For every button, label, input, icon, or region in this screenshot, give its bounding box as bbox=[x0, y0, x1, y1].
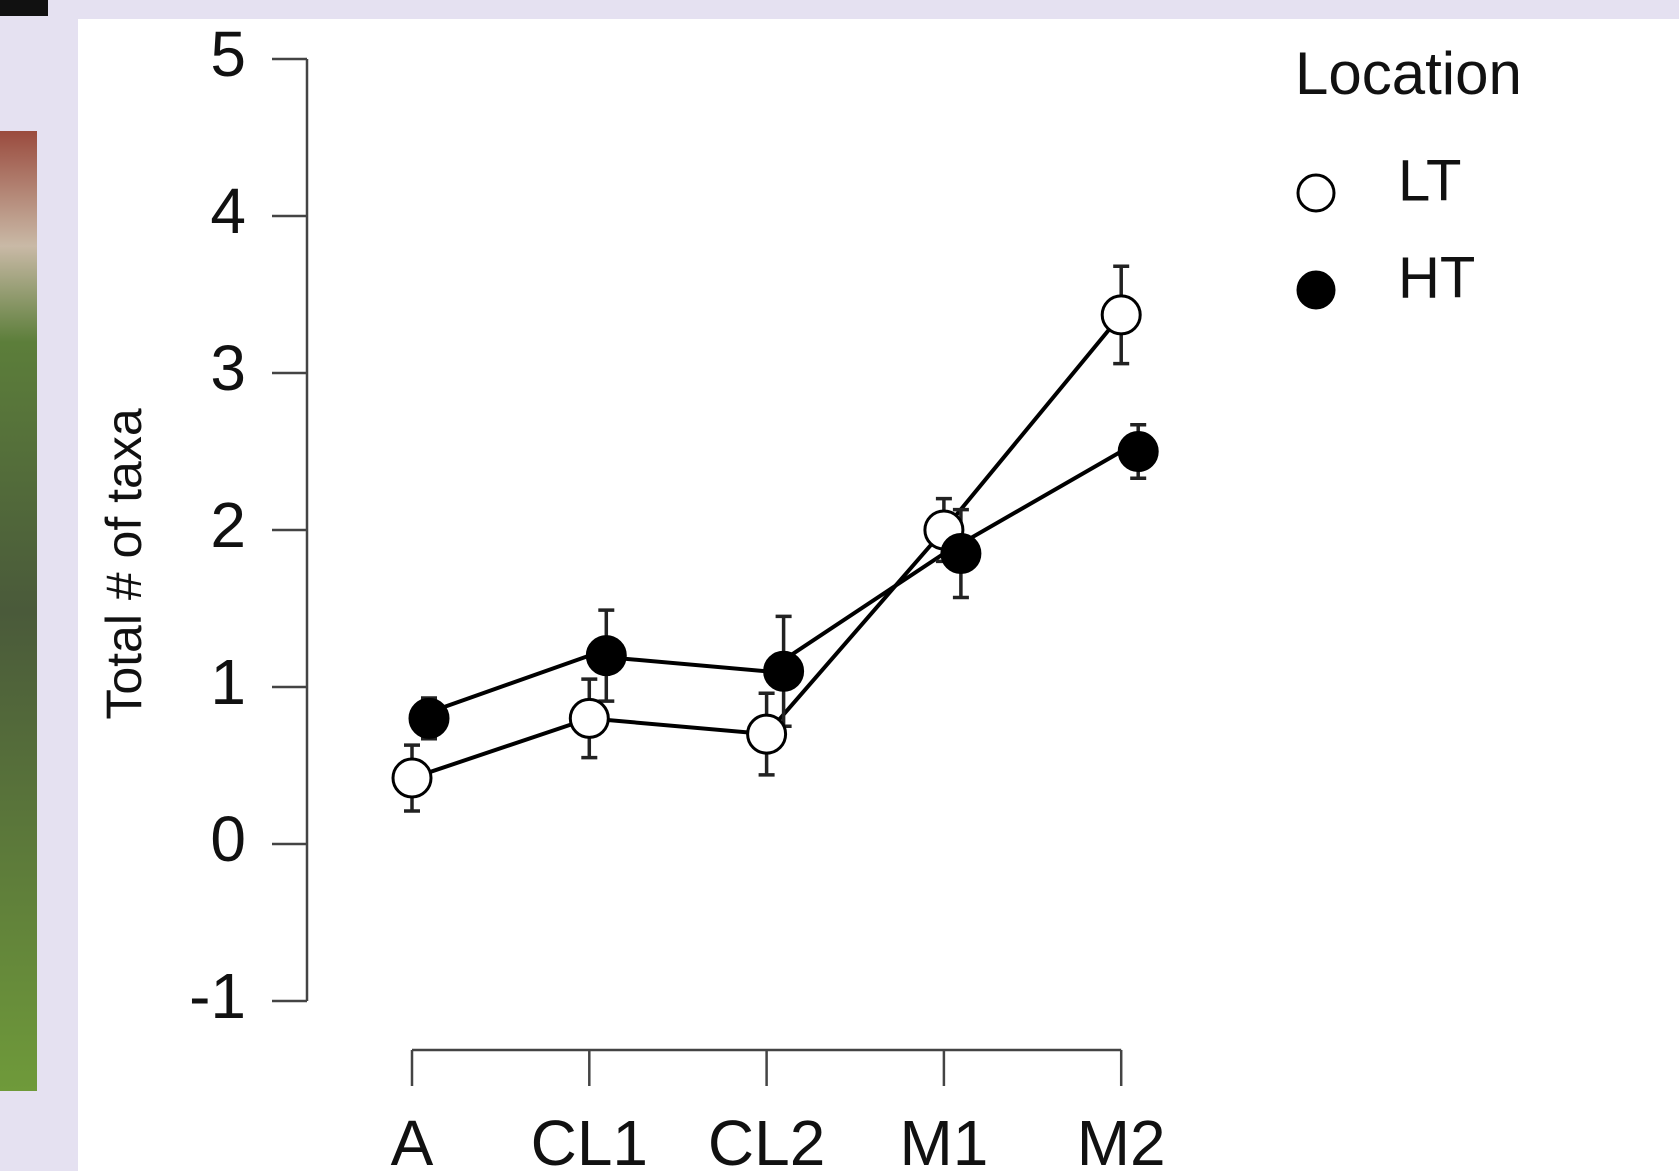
legend-label: LT bbox=[1398, 148, 1461, 213]
point bbox=[940, 533, 982, 575]
corner-icon bbox=[0, 0, 48, 16]
chart: Total # of taxa Location -1 0 1 2 3 4 5 A CL1 CL2… bbox=[96, 18, 1522, 1171]
point bbox=[391, 757, 433, 799]
point bbox=[408, 697, 450, 739]
y-tick-label: -1 bbox=[189, 960, 246, 1032]
x-tick-label: CL2 bbox=[708, 1107, 825, 1171]
x-tick-label: M2 bbox=[1077, 1107, 1166, 1171]
y-tick-label: 3 bbox=[210, 332, 246, 404]
y-tick-label: 0 bbox=[210, 803, 246, 875]
x-tick-label: A bbox=[391, 1107, 434, 1171]
y-tick-label: 4 bbox=[210, 175, 246, 247]
y-axis-label: Total # of taxa bbox=[96, 408, 152, 719]
point bbox=[746, 713, 788, 755]
x-tick-label: M1 bbox=[899, 1107, 988, 1171]
point bbox=[1100, 294, 1142, 336]
photo-strip bbox=[0, 131, 37, 1091]
y-tick-label: 1 bbox=[210, 646, 246, 718]
x-tick-label: CL1 bbox=[531, 1107, 648, 1171]
point bbox=[1117, 431, 1159, 472]
legend-title: Location bbox=[1295, 40, 1522, 107]
legend-marker bbox=[1296, 270, 1336, 310]
legend-marker bbox=[1296, 173, 1336, 213]
y-tick-label: 5 bbox=[210, 18, 246, 90]
point bbox=[568, 697, 610, 739]
point bbox=[763, 650, 805, 692]
y-tick-label: 2 bbox=[210, 489, 246, 561]
point bbox=[585, 635, 627, 677]
legend-label: HT bbox=[1398, 245, 1475, 310]
